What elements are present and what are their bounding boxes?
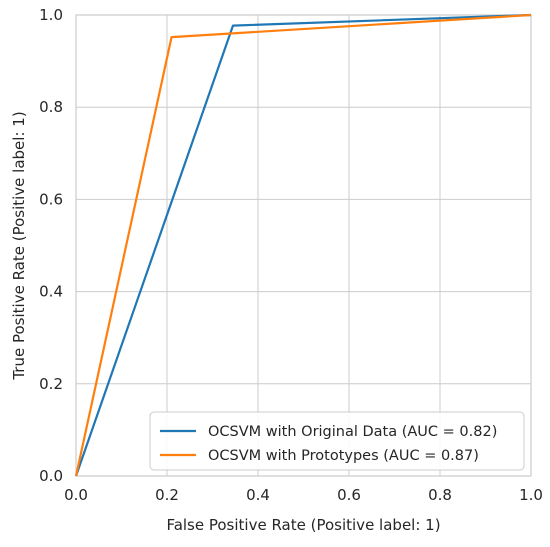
y-tick-label: 1.0 xyxy=(39,6,63,24)
x-tick-label: 1.0 xyxy=(519,486,543,504)
legend-entry-original-data: OCSVM with Original Data (AUC = 0.82) xyxy=(208,424,497,440)
x-tick-label: 0.0 xyxy=(64,486,88,504)
y-tick-label: 0.2 xyxy=(39,375,63,393)
x-tick-label: 0.4 xyxy=(246,486,270,504)
series-lines xyxy=(74,13,532,477)
y-tick-label: 0.0 xyxy=(39,467,63,485)
x-tick-labels: 0.0 0.2 0.4 0.6 0.8 1.0 xyxy=(64,486,543,504)
series-line-0 xyxy=(74,13,532,477)
y-tick-labels: 0.0 0.2 0.4 0.6 0.8 1.0 xyxy=(39,6,63,485)
x-axis-label: False Positive Rate (Positive label: 1) xyxy=(166,516,440,534)
x-tick-label: 0.6 xyxy=(337,486,361,504)
x-tick-label: 0.2 xyxy=(155,486,179,504)
series-line-1 xyxy=(74,13,532,477)
y-tick-label: 0.4 xyxy=(39,283,63,301)
y-tick-label: 0.8 xyxy=(39,98,63,116)
legend: OCSVM with Original Data (AUC = 0.82) OC… xyxy=(149,411,525,471)
grid xyxy=(75,14,532,477)
y-tick-label: 0.6 xyxy=(39,190,63,208)
x-tick-label: 0.8 xyxy=(428,486,452,504)
plot-frame xyxy=(75,14,532,477)
legend-entry-prototypes: OCSVM with Prototypes (AUC = 0.87) xyxy=(208,448,479,464)
y-axis-label: True Positive Rate (Positive label: 1) xyxy=(10,111,28,380)
legend-box xyxy=(149,411,525,471)
